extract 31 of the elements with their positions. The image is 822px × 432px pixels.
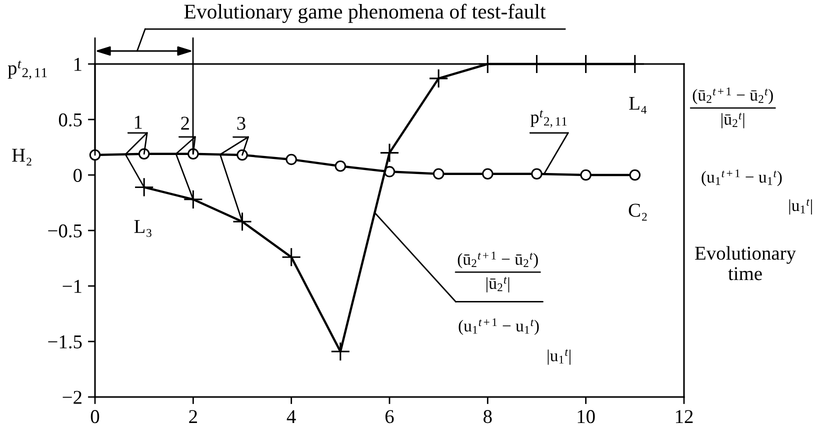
x-tick-label: 6	[385, 410, 394, 424]
y-tick-label: −1	[62, 280, 82, 293]
annotation: 3	[237, 116, 246, 130]
annotation: C₂	[628, 204, 647, 221]
y-axis-title: p$^{t}$$_{2,11}$	[8, 60, 47, 80]
y-tick-label: 0.5	[58, 113, 82, 127]
x-tick-label: 12	[676, 410, 693, 423]
text: (ū$_{2}$$^{t+1}$ − ū$_{2}$$^{t}$) |ū$_{2}$$^{t}$|	[692, 88, 773, 128]
y-tick-label: −2	[62, 390, 82, 404]
annotation: 1	[134, 116, 142, 129]
x-tick-label: 0	[90, 410, 100, 424]
text: (u$_{1}$$^{t+1}$ − u$_{1}$$^{t}$)	[702, 169, 782, 186]
annotation: p$^{t}$$_{2,11}$	[530, 110, 567, 128]
text: |u$_{1}$$^{t}$|	[789, 199, 812, 215]
x-tick-label: 10	[578, 410, 595, 424]
annotation: 2	[181, 116, 189, 130]
x-tick-label: 2	[189, 410, 197, 423]
y-tick-label: 0	[74, 168, 82, 182]
annotation: (u$_{1}$$^{t+1}$ − u$_{1}$$^{t}$)	[458, 318, 539, 335]
x-axis-title: Evolutionary time	[695, 246, 796, 280]
annotation: |u$_{1}$$^{t}$|	[548, 349, 570, 365]
y-tick-label: 1	[74, 58, 82, 71]
x-tick-label: 8	[484, 410, 492, 424]
chart-title: Evolutionary game phenomena of test-fault	[184, 4, 546, 23]
text: H₂	[12, 148, 32, 166]
x-tick-label: 4	[286, 410, 296, 423]
text: (ū$_{2}$$^{t+1}$ − ū$_{2}$$^{t}$) |ū$_{2}$$^{t}$|	[458, 252, 538, 292]
annotation: L₃	[134, 220, 152, 237]
annotation: L₄	[629, 96, 647, 114]
y-tick-label: −1.5	[48, 335, 82, 349]
y-tick-label: −0.5	[48, 224, 82, 238]
